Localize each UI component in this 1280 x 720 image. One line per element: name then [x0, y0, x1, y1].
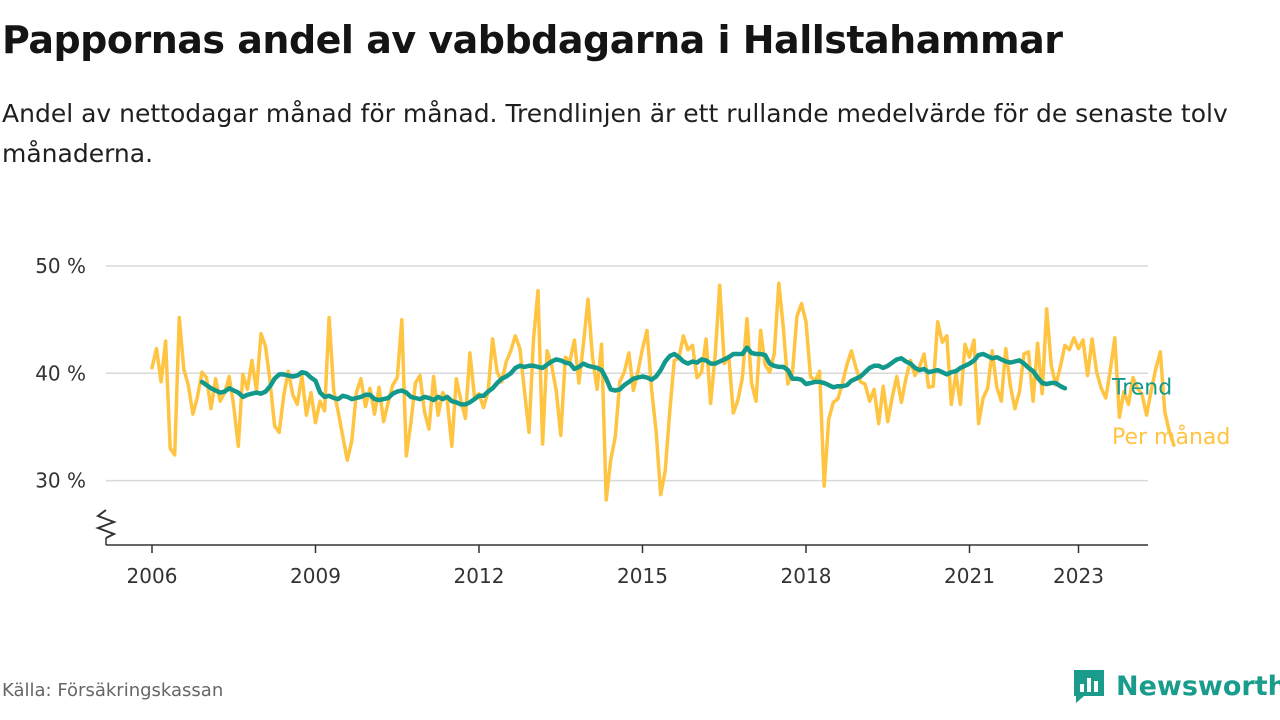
monthly-line: [150, 281, 1176, 502]
source-note: Källa: Försäkringskassan: [2, 680, 224, 701]
x-tick-label: 2018: [781, 564, 832, 588]
chart-title: Pappornas andel av vabbdagarna i Hallsta…: [2, 18, 1063, 62]
x-tick-label: 2023: [1053, 564, 1104, 588]
bar-chart-speech-bubble-icon: [1074, 670, 1104, 703]
y-tick-label: 30 %: [35, 469, 86, 493]
x-tick-label: 2015: [617, 564, 668, 588]
y-tick-label: 40 %: [35, 361, 86, 385]
monthly-label: Per månad: [1112, 424, 1230, 450]
x-tick-label: 2012: [454, 564, 505, 588]
trend-line: [199, 345, 1068, 407]
y-tick-label: 50 %: [35, 254, 86, 278]
trend-label: Trend: [1111, 375, 1172, 400]
chart-subtitle: Andel av nettodagar månad för månad. Tre…: [2, 99, 1228, 168]
brand-logo: Newsworthy: [1072, 666, 1280, 706]
axis-break-icon: [95, 509, 117, 539]
x-tick-label: 2006: [127, 564, 178, 588]
x-tick-label: 2009: [290, 564, 341, 588]
x-tick-label: 2021: [944, 564, 995, 588]
brand-name: Newsworthy: [1116, 670, 1280, 702]
